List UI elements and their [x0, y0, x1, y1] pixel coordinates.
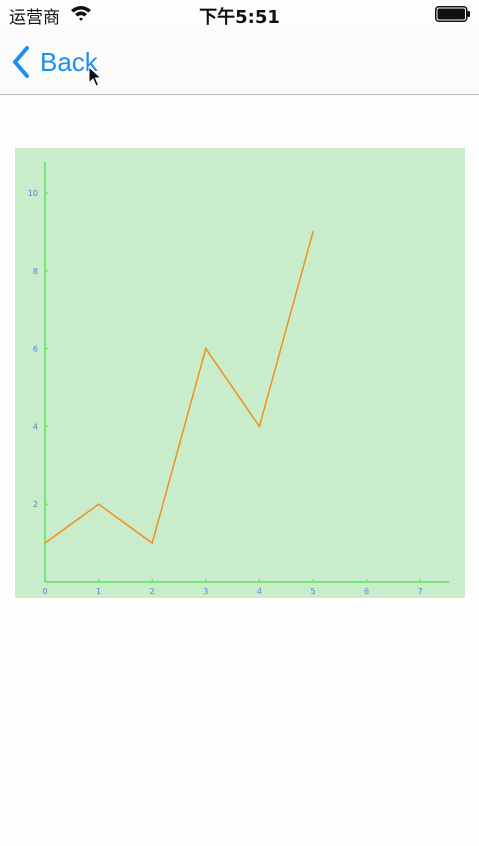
- data-point: [151, 542, 153, 544]
- y-tick-label: 6: [33, 345, 38, 354]
- x-tick-label: 5: [310, 587, 315, 596]
- carrier-label: 运营商: [9, 8, 60, 28]
- line-chart: 0 1 2 3 4 5 6 7 2 4 6 8 10: [15, 148, 465, 598]
- x-tick-label: 3: [203, 587, 208, 596]
- chevron-left-icon: [13, 46, 29, 78]
- data-point: [205, 347, 207, 350]
- data-point: [44, 542, 46, 544]
- data-point: [97, 503, 100, 506]
- status-time: 下午5:51: [199, 7, 280, 28]
- status-bar: 运营商 下午5:51: [0, 0, 479, 28]
- chart-canvas: 0 1 2 3 4 5 6 7 2 4 6 8 10: [28, 162, 449, 596]
- battery-icon: [435, 6, 470, 22]
- x-tick-label: 7: [418, 587, 423, 596]
- back-button[interactable]: Back: [10, 42, 98, 82]
- x-tick-label: 2: [150, 587, 155, 596]
- y-tick-label: 4: [33, 422, 38, 431]
- y-tick-label: 2: [33, 500, 38, 509]
- data-point: [258, 425, 261, 428]
- x-tick-label: 6: [364, 587, 369, 596]
- back-button-label: Back: [40, 46, 98, 77]
- chart-axes: [44, 162, 449, 583]
- x-tick-label: 0: [42, 587, 47, 596]
- data-point: [312, 231, 314, 233]
- chart-series: [44, 231, 314, 545]
- x-tick-label: 1: [96, 587, 101, 596]
- y-tick-label: 10: [28, 189, 38, 198]
- mouse-cursor-icon: [88, 66, 102, 87]
- chart-ticks: 0 1 2 3 4 5 6 7 2 4 6 8 10: [28, 189, 423, 596]
- wifi-icon: [71, 6, 91, 21]
- navigation-bar: Back: [0, 28, 479, 95]
- x-tick-label: 4: [257, 587, 262, 596]
- y-tick-label: 8: [33, 267, 38, 276]
- series-line: [44, 231, 314, 545]
